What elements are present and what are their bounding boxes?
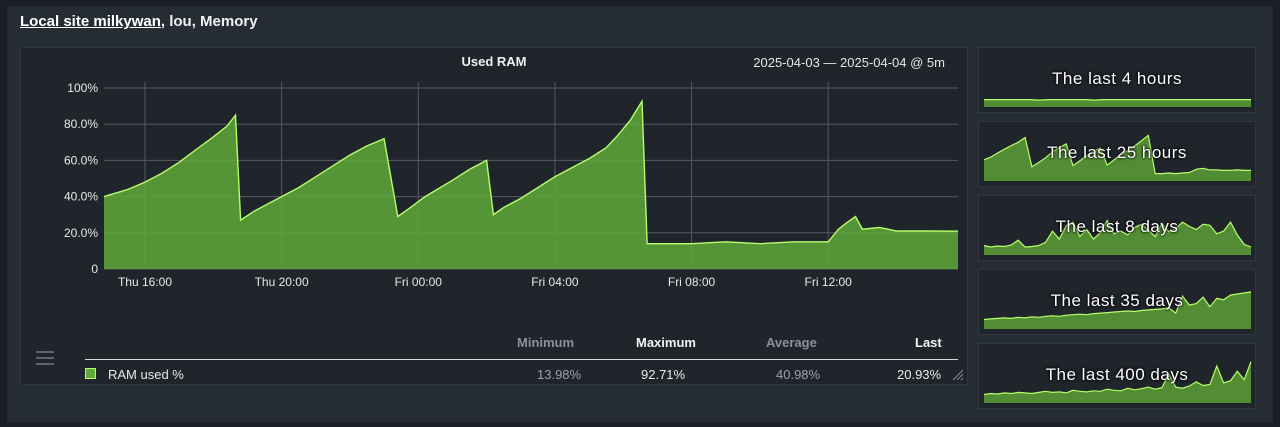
mini-graph-25-hours[interactable]: The last 25 hours	[978, 121, 1256, 187]
x-tick-label: Thu 20:00	[255, 275, 309, 289]
y-tick-label: 20.0%	[64, 226, 98, 240]
dashlet: Local site milkywan, lou, Memory 100% 80.…	[7, 6, 1273, 422]
mini-chart	[984, 99, 1251, 107]
mini-graph-label: The last 4 hours	[1052, 69, 1182, 88]
legend-header-average[interactable]: Average	[766, 335, 817, 350]
mini-series-line	[983, 361, 1252, 396]
mini-chart	[983, 361, 1252, 403]
used-ram-chart[interactable]: 100% 80.0% 60.0% 40.0% 20.0% 0 Thu 16:00 Thu 20…	[21, 48, 969, 328]
mini-graph-label: The last 8 days	[1055, 217, 1179, 236]
dashlet-title: Local site milkywan, lou, Memory	[20, 13, 258, 30]
series-line-ram-used	[103, 98, 959, 245]
legend-divider	[85, 359, 958, 360]
x-tick-label: Fri 04:00	[531, 275, 579, 289]
legend-value-last: 20.93%	[897, 367, 942, 382]
mini-series-area	[984, 99, 1251, 107]
mini-graph-400-days[interactable]: The last 400 days	[978, 343, 1256, 409]
mini-series-line	[984, 99, 1251, 101]
y-tick-label: 80.0%	[64, 117, 98, 131]
y-tick-label: 60.0%	[64, 153, 98, 167]
legend-color-swatch	[85, 368, 96, 379]
title-rest: , lou, Memory	[160, 13, 258, 30]
legend-value-maximum: 92.71%	[641, 367, 686, 382]
mini-series-area	[984, 291, 1251, 329]
legend-header-maximum[interactable]: Maximum	[636, 335, 696, 350]
mini-graph-8-days[interactable]: The last 8 days	[978, 195, 1256, 261]
mini-series-area	[984, 220, 1251, 255]
mini-series-line	[983, 219, 1252, 248]
graph-time-range: 2025-04-03 — 2025-04-04 @ 5m	[753, 55, 945, 70]
menu-icon[interactable]	[36, 351, 56, 367]
legend-series-name[interactable]: RAM used %	[108, 367, 184, 382]
mini-graph-35-days[interactable]: The last 35 days	[978, 269, 1256, 335]
y-tick-label: 40.0%	[64, 190, 98, 204]
x-tick-label: Fri 00:00	[395, 275, 443, 289]
x-tick-label: Fri 08:00	[668, 275, 716, 289]
graph-title: Used RAM	[461, 54, 527, 69]
y-tick-label: 0	[91, 262, 98, 276]
x-tick-label: Fri 12:00	[805, 275, 853, 289]
legend-value-minimum: 13.98%	[537, 367, 582, 382]
mini-series-area	[984, 135, 1251, 181]
legend-header-last[interactable]: Last	[915, 335, 942, 350]
site-link[interactable]: Local site milkywan	[20, 13, 161, 30]
mini-graph-label: The last 25 hours	[1047, 143, 1187, 162]
x-tick-label: Thu 16:00	[118, 275, 172, 289]
mini-chart	[983, 134, 1251, 181]
series-area-ram-used	[104, 101, 958, 269]
mini-series-line	[983, 134, 1251, 175]
legend-value-average: 40.98%	[776, 367, 821, 382]
mini-graph-label: The last 35 days	[1050, 291, 1184, 310]
mini-graph-4-hours[interactable]: The last 4 hours	[978, 47, 1256, 113]
mini-series-line	[983, 291, 1252, 321]
mini-chart	[983, 291, 1252, 329]
y-tick-label: 100%	[67, 81, 98, 95]
legend-header-minimum[interactable]: Minimum	[517, 335, 575, 350]
mini-chart	[983, 219, 1252, 255]
main-graph[interactable]: 100% 80.0% 60.0% 40.0% 20.0% 0 Thu 16:00 Thu 20…	[20, 47, 968, 385]
mini-graph-label: The last 400 days	[1045, 365, 1189, 384]
resize-handle-icon[interactable]	[952, 369, 964, 381]
